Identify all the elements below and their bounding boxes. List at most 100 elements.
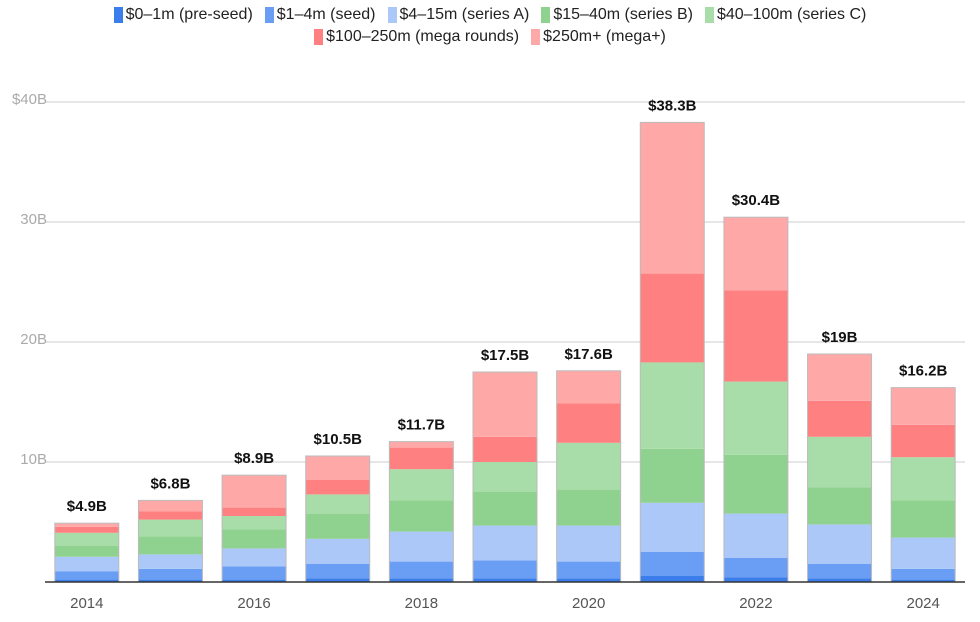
legend-item: $100–250m (mega rounds) xyxy=(314,28,519,46)
bar-segment xyxy=(723,217,788,291)
bar-segment xyxy=(305,513,370,539)
legend-label: $250m+ (mega+) xyxy=(543,28,666,45)
bar-segment xyxy=(640,273,705,363)
x-tick-label: 2024 xyxy=(906,595,939,612)
bar-segment xyxy=(473,525,537,561)
bar-segment xyxy=(138,511,203,520)
total-label: $4.9B xyxy=(67,498,107,515)
legend-swatch xyxy=(531,29,541,45)
bar-segment xyxy=(640,502,705,552)
bar-segment xyxy=(723,577,788,582)
bar-segment xyxy=(305,578,370,582)
bar-segment xyxy=(389,447,454,470)
bar-segment xyxy=(222,529,287,549)
bar-segment xyxy=(389,441,454,448)
legend-swatch xyxy=(704,7,714,23)
bar-segment xyxy=(723,513,788,558)
legend-label: $1–4m (seed) xyxy=(276,6,376,23)
bar-segment xyxy=(556,578,621,582)
bar-segment xyxy=(556,525,621,562)
legend-label: $0–1m (pre-seed) xyxy=(125,6,253,23)
bar-segment xyxy=(640,122,705,274)
bar-segment xyxy=(138,568,203,580)
legend-label: $15–40m (series B) xyxy=(553,6,693,23)
x-tick-label: 2018 xyxy=(405,595,438,612)
bar-segment xyxy=(389,531,454,562)
legend-swatch xyxy=(541,7,551,23)
bar-segment xyxy=(556,370,621,404)
legend-item: $40–100m (series C) xyxy=(704,6,866,24)
legend-item: $0–1m (pre-seed) xyxy=(113,6,253,24)
bar-segment xyxy=(891,537,956,569)
bar-segment xyxy=(807,436,872,488)
bar-segment xyxy=(54,523,119,527)
bar-segment xyxy=(305,564,370,579)
bar-segment xyxy=(222,516,287,530)
bar-segment xyxy=(473,578,537,582)
bar-segment xyxy=(222,579,287,582)
bar-segment xyxy=(389,500,454,532)
bar-segment xyxy=(640,552,705,576)
bar-segment xyxy=(640,448,705,503)
legend-swatch xyxy=(314,29,324,45)
bar-segment xyxy=(54,532,119,546)
bar-segment xyxy=(473,436,537,462)
bar-segment xyxy=(556,561,621,579)
x-tick-label: 2014 xyxy=(70,595,103,612)
bar-segment xyxy=(891,457,956,501)
bar-segment xyxy=(640,576,705,582)
bar-segment xyxy=(389,561,454,579)
bar-segment xyxy=(556,442,621,490)
bar-segment xyxy=(891,387,956,425)
bar-segment xyxy=(473,492,537,526)
bar-segment xyxy=(54,579,119,582)
total-label: $8.9B xyxy=(234,450,274,467)
bar-segment xyxy=(138,554,203,569)
bar-segment xyxy=(222,507,287,516)
bar-segment xyxy=(389,578,454,582)
bar-segment xyxy=(891,500,956,538)
bar-segment xyxy=(222,566,287,580)
y-tick-label: 20B xyxy=(20,331,47,348)
bar-segment xyxy=(807,524,872,564)
bar-segment xyxy=(222,548,287,567)
bar-segment xyxy=(138,579,203,582)
total-label: $10.5B xyxy=(314,431,363,448)
bar-segment xyxy=(138,500,203,512)
x-tick-label: 2020 xyxy=(572,595,605,612)
bar-segment xyxy=(723,454,788,514)
bar-segment xyxy=(556,489,621,526)
bar-segment xyxy=(891,424,956,458)
legend-swatch xyxy=(387,7,397,23)
bar-segment xyxy=(807,578,872,582)
bar-segment xyxy=(891,579,956,582)
total-label: $30.4B xyxy=(732,192,781,209)
total-label: $11.7B xyxy=(398,417,446,434)
bar-segment xyxy=(305,494,370,514)
legend-item: $15–40m (series B) xyxy=(541,6,693,24)
bar-segment xyxy=(807,564,872,579)
total-label: $38.3B xyxy=(648,97,697,114)
y-tick-label: 10B xyxy=(20,451,47,468)
x-tick-label: 2022 xyxy=(739,595,772,612)
bar-segment xyxy=(54,556,119,572)
legend-swatch xyxy=(264,7,274,23)
legend-label: $4–15m (series A) xyxy=(399,6,530,23)
bar-segment xyxy=(723,381,788,455)
bar-segment xyxy=(138,519,203,537)
y-tick-label: 30B xyxy=(20,211,47,228)
total-label: $16.2B xyxy=(899,363,948,380)
bar-segment xyxy=(723,290,788,382)
bar-segment xyxy=(807,354,872,401)
legend-item: $1–4m (seed) xyxy=(264,6,376,24)
legend-item: $4–15m (series A) xyxy=(387,6,530,24)
bar-segment xyxy=(138,536,203,555)
legend-swatch xyxy=(113,7,123,23)
bar-segment xyxy=(222,475,287,508)
y-tick-label: $40B xyxy=(12,91,47,108)
bar-segment xyxy=(473,560,537,579)
bar-segment xyxy=(305,538,370,564)
bar-segment xyxy=(723,558,788,578)
